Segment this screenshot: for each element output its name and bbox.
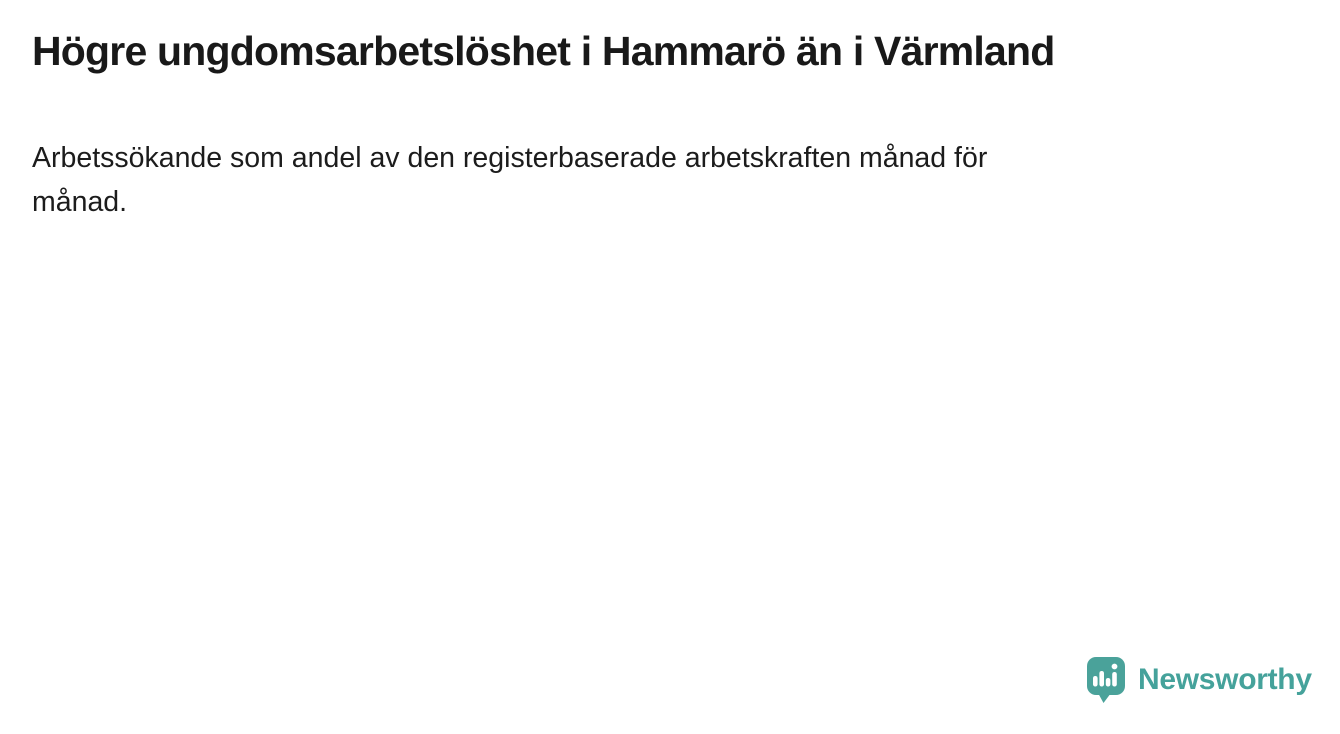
subtitle-line-2: månad. bbox=[32, 186, 128, 219]
subtitle-line-1: Arbetssökande som andel av den registerb… bbox=[32, 142, 988, 174]
newsworthy-wordmark: Newsworthy bbox=[1138, 663, 1312, 696]
page-title: Högre ungdomsarbetslöshet i Hammarö än i… bbox=[32, 28, 1055, 74]
chart-bubble-icon bbox=[1087, 657, 1125, 703]
chart-subtitle: Arbetssökande som andel av den registerb… bbox=[32, 136, 987, 224]
newsworthy-logo: Newsworthy bbox=[1086, 656, 1312, 704]
